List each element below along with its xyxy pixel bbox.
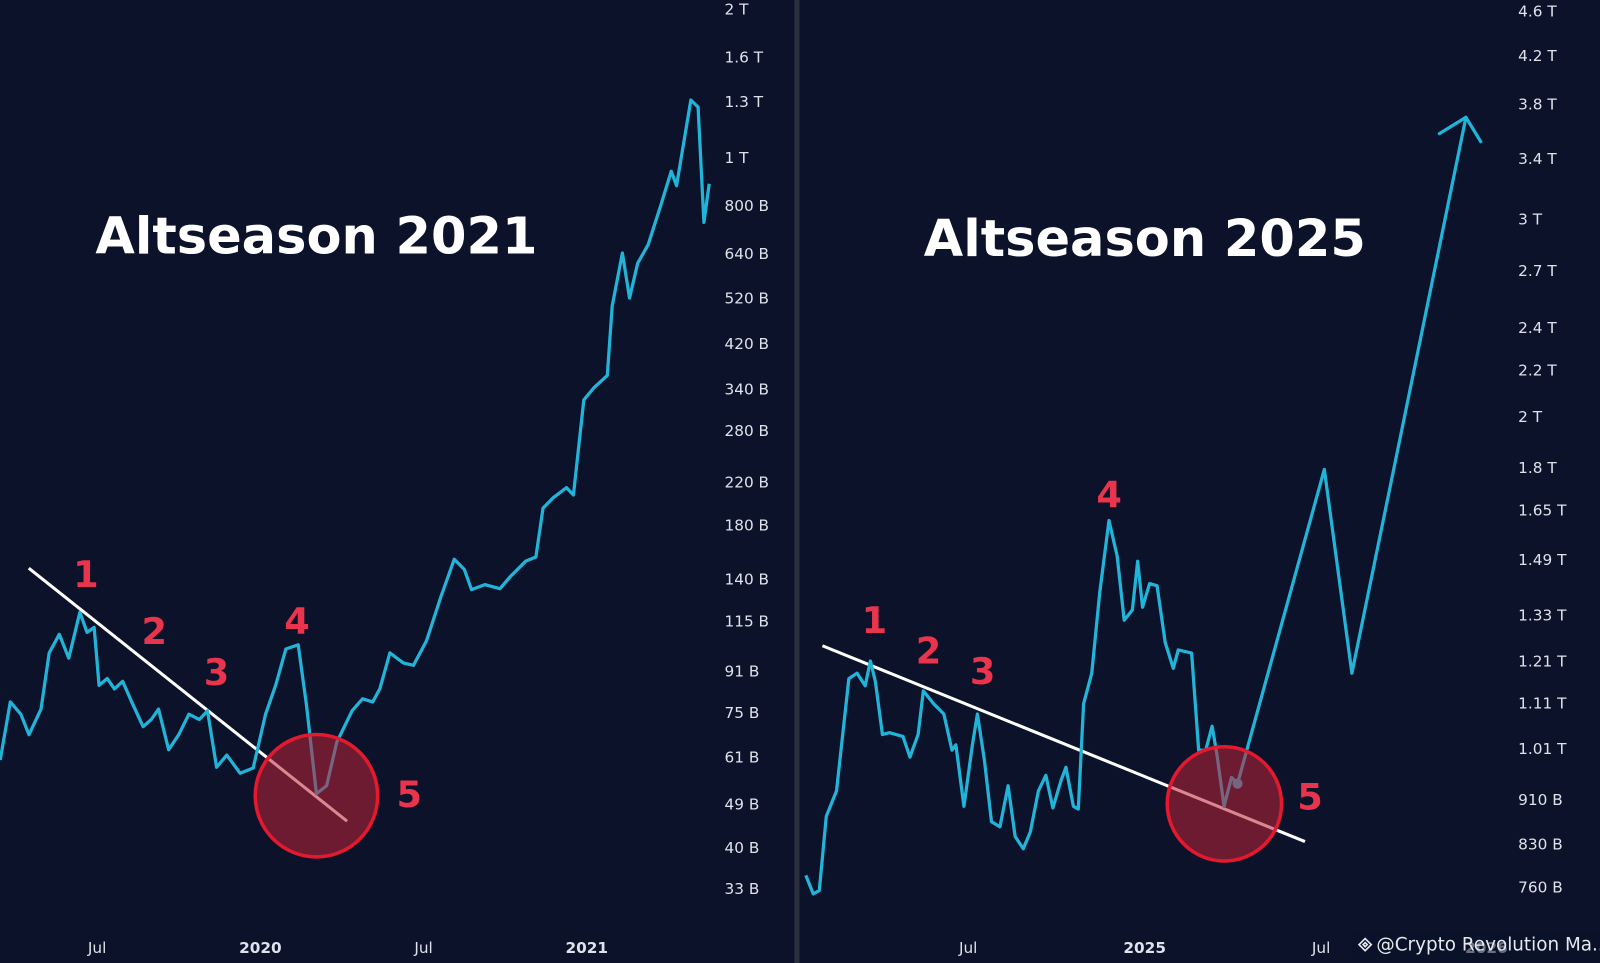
- y-tick-label: 830 B: [1518, 836, 1563, 854]
- y-tick-label: 1.6 T: [725, 49, 764, 67]
- y-tick-label: 280 B: [725, 422, 770, 440]
- y-tick-label: 180 B: [725, 517, 770, 535]
- arrow-head: [1437, 115, 1468, 136]
- y-tick-label: 420 B: [725, 335, 770, 353]
- x-tick-label: 2020: [239, 939, 282, 957]
- x-tick-label: 2021: [565, 939, 608, 957]
- y-tick-label: 1.3 T: [725, 93, 764, 111]
- y-tick-label: 115 B: [725, 613, 770, 631]
- wave-label: 1: [862, 599, 888, 642]
- y-tick-label: 1.21 T: [1518, 652, 1567, 670]
- wave-label: 4: [1096, 473, 1122, 516]
- wave-label: 1: [73, 553, 99, 596]
- x-tick-label: Jul: [87, 939, 106, 957]
- price-line: [1235, 115, 1483, 785]
- y-tick-label: 2.2 T: [1518, 362, 1557, 380]
- x-tick-label: 2025: [1123, 939, 1166, 957]
- y-tick-label: 1.65 T: [1518, 501, 1567, 519]
- chart-title: Altseason 2021: [95, 208, 537, 267]
- y-tick-label: 1.8 T: [1518, 459, 1557, 477]
- highlight-circle: [253, 732, 380, 859]
- y-tick-label: 40 B: [725, 839, 760, 857]
- y-tick-label: 1 T: [725, 149, 750, 167]
- y-tick-label: 3.4 T: [1518, 150, 1557, 168]
- y-tick-label: 520 B: [725, 289, 770, 307]
- wave-label: 5: [397, 773, 423, 816]
- y-tick-label: 4.6 T: [1518, 3, 1557, 21]
- y-tick-label: 1.11 T: [1518, 694, 1567, 712]
- y-tick-label: 2.7 T: [1518, 262, 1557, 280]
- y-tick-label: 1.49 T: [1518, 551, 1567, 569]
- price-line: [804, 518, 1239, 896]
- y-tick-label: 3.8 T: [1518, 96, 1557, 114]
- y-tick-label: 140 B: [725, 570, 770, 588]
- y-tick-label: 4.2 T: [1518, 47, 1557, 65]
- y-tick-label: 1.33 T: [1518, 606, 1567, 624]
- wave-label: 3: [204, 651, 230, 694]
- y-tick-label: 1.01 T: [1518, 740, 1567, 758]
- wave-label: 2: [141, 610, 167, 653]
- wave-label: 5: [1297, 775, 1323, 818]
- y-tick-label: 220 B: [725, 474, 770, 492]
- y-tick-label: 33 B: [725, 880, 760, 898]
- y-tick-label: 2 T: [1518, 408, 1543, 426]
- wave-label: 2: [916, 629, 942, 672]
- watermark: @Crypto Revolution Ma...: [1376, 935, 1600, 956]
- y-tick-label: 760 B: [1518, 879, 1563, 897]
- price-line: [0, 98, 711, 796]
- y-tick-label: 75 B: [725, 704, 760, 722]
- y-tick-label: 800 B: [725, 197, 770, 215]
- y-tick-label: 2 T: [725, 1, 750, 19]
- y-tick-label: 61 B: [725, 748, 760, 766]
- y-tick-label: 49 B: [725, 795, 760, 813]
- chart-title: Altseason 2025: [924, 210, 1366, 269]
- watermark-bg: [1352, 932, 1600, 961]
- y-tick-label: 910 B: [1518, 791, 1563, 809]
- wave-label: 3: [970, 650, 996, 693]
- x-tick-label: Jul: [1311, 939, 1330, 957]
- y-tick-label: 340 B: [725, 380, 770, 398]
- x-tick-label: Jul: [958, 939, 977, 957]
- watermark-logo: [1357, 937, 1373, 952]
- y-tick-label: 3 T: [1518, 211, 1543, 229]
- x-tick-label: Jul: [413, 939, 432, 957]
- highlight-circle: [1165, 744, 1284, 863]
- y-tick-label: 640 B: [725, 245, 770, 263]
- wave-label: 4: [284, 600, 310, 643]
- y-tick-label: 2.4 T: [1518, 319, 1557, 337]
- y-tick-label: 91 B: [725, 663, 760, 681]
